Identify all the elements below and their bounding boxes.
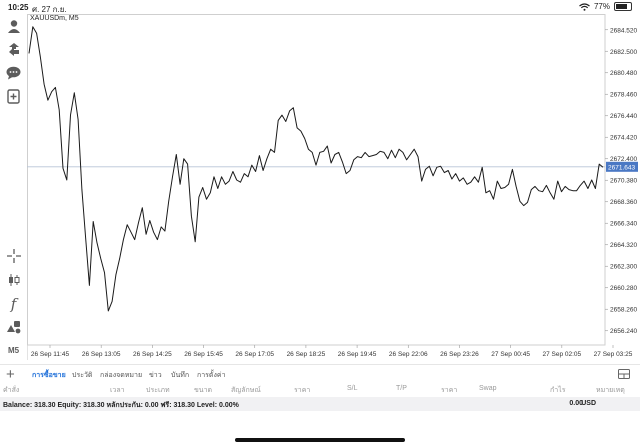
tab-settings[interactable]: การตั้งค่า	[197, 372, 226, 379]
status-date: ศ. 27 ก.ย.	[32, 5, 67, 14]
tab-history[interactable]: ประวัติ	[72, 372, 93, 379]
layout-toggle-icon[interactable]	[618, 369, 630, 382]
orders-table-header: คำสั่ง เวลา ประเภท ขนาด สัญลักษณ์ ราคา S…	[0, 382, 640, 396]
y-tick-label: 2656.240	[610, 328, 637, 335]
x-tick-label: 26 Sep 17:05	[235, 351, 274, 358]
account-summary: Balance: 318.30 Equity: 318.30 หลักประกั…	[0, 397, 640, 411]
tab-trade[interactable]: การซื้อขาย	[32, 372, 66, 379]
function-icon[interactable]: f	[10, 294, 17, 313]
chart-canvas[interactable]: 2684.520 2682.500 2680.480 2678.460 2676.440…	[27, 14, 640, 360]
x-tick-label: 26 Sep 13:05	[82, 351, 121, 358]
col-price-current: ราคา	[441, 387, 458, 394]
col-volume: ขนาด	[194, 387, 213, 394]
col-order: คำสั่ง	[3, 387, 20, 394]
col-profit: กำไร	[550, 387, 566, 394]
person-icon[interactable]	[5, 17, 22, 34]
col-tp: T/P	[396, 385, 407, 392]
status-bar: 10:25 ศ. 27 ก.ย. 77%	[0, 0, 640, 14]
battery-percent: 77%	[593, 2, 610, 11]
balance-line: Balance: 318.30 Equity: 318.30 หลักประกั…	[3, 402, 239, 409]
total-profit: 0.00	[569, 400, 583, 407]
col-time: เวลา	[110, 387, 125, 394]
y-tick-label: 2684.520	[610, 27, 637, 34]
y-tick-label: 2658.260	[610, 307, 637, 314]
col-comment: หมายเหตุ	[596, 387, 625, 394]
y-tick-label: 2670.380	[610, 178, 637, 185]
add-order-button[interactable]: +	[6, 366, 15, 383]
y-tick-label: 2672.400	[610, 156, 637, 163]
chart-title: XAUUSDm, M5	[30, 15, 79, 22]
y-tick-label: 2666.340	[610, 221, 637, 228]
y-tick-label: 2662.300	[610, 264, 637, 271]
share-icon[interactable]	[5, 40, 22, 57]
candles-icon[interactable]	[5, 271, 22, 288]
objects-icon[interactable]	[5, 318, 22, 335]
y-tick-label: 2664.320	[610, 242, 637, 249]
plot-frame	[27, 14, 606, 346]
col-swap: Swap	[479, 385, 497, 392]
wifi-icon	[579, 2, 590, 11]
timeframe-button[interactable]: M5	[7, 346, 20, 355]
home-indicator	[235, 438, 405, 442]
col-type: ประเภท	[146, 387, 170, 394]
x-tick-label: 26 Sep 14:25	[133, 351, 172, 358]
y-tick-label: 2680.480	[610, 70, 637, 77]
document-plus-icon[interactable]	[5, 88, 22, 105]
col-symbol: สัญลักษณ์	[231, 387, 261, 394]
terminal-tabs: + การซื้อขาย ประวัติ กล่องจดหมาย ข่าว บั…	[0, 364, 640, 383]
account-currency: USD	[581, 400, 596, 407]
y-tick-label: 2660.280	[610, 285, 637, 292]
status-time: 10:25	[8, 3, 29, 12]
price-series-line	[28, 26, 604, 312]
tab-news[interactable]: ข่าว	[149, 372, 162, 379]
col-price: ราคา	[294, 387, 311, 394]
x-tick-label: 26 Sep 22:06	[389, 351, 428, 358]
status-right: 77%	[579, 2, 632, 11]
battery-icon	[614, 2, 632, 11]
y-tick-label: 2676.440	[610, 113, 637, 120]
x-tick-label: 27 Sep 02:05	[542, 351, 581, 358]
tab-journal[interactable]: บันทึก	[171, 372, 190, 379]
x-tick-label: 27 Sep 00:45	[491, 351, 530, 358]
x-tick-label: 26 Sep 11:45	[31, 351, 70, 358]
col-sl: S/L	[347, 385, 358, 392]
chat-icon[interactable]	[5, 64, 22, 81]
x-tick-label: 26 Sep 19:45	[338, 351, 377, 358]
y-tick-label: 2678.460	[610, 92, 637, 99]
current-price-label: 2671.643	[608, 164, 635, 171]
y-tick-label: 2674.420	[610, 135, 637, 142]
left-toolbar: f M5	[0, 14, 28, 360]
tab-mailbox[interactable]: กล่องจดหมาย	[100, 372, 143, 379]
price-chart[interactable]: XAUUSDm, M5 2684.520 2682.500 2680.480 2678…	[27, 14, 640, 360]
x-tick-label: 26 Sep 18:25	[287, 351, 326, 358]
current-price-tag	[606, 161, 638, 172]
y-tick-label: 2682.500	[610, 49, 637, 56]
crosshair-icon[interactable]	[5, 247, 22, 264]
x-tick-label: 26 Sep 23:26	[440, 351, 479, 358]
x-tick-label: 27 Sep 03:25	[594, 351, 633, 358]
x-tick-label: 26 Sep 15:45	[184, 351, 223, 358]
y-tick-label: 2668.360	[610, 199, 637, 206]
